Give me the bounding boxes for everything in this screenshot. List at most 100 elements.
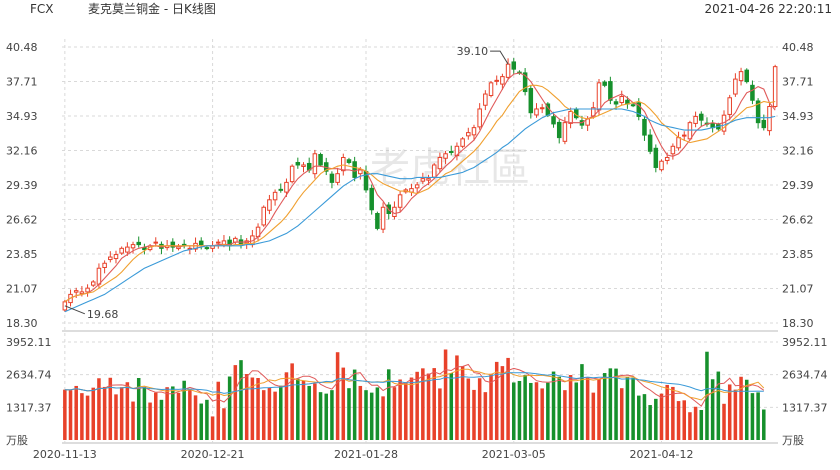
candle-body — [272, 191, 278, 201]
volume-bar — [443, 349, 448, 440]
timestamp: 2021-04-26 22:20:11 — [705, 2, 832, 16]
volume-bar — [364, 390, 368, 440]
volume-bar — [614, 368, 618, 440]
price-tick-right: 23.85 — [782, 248, 814, 261]
candle-body — [130, 244, 136, 249]
volume-tick-right: 1317.37 — [782, 401, 828, 414]
candle-body — [90, 281, 96, 286]
volume-ma-line — [64, 368, 765, 401]
volume-bar — [477, 378, 482, 440]
volume-bar — [517, 380, 522, 440]
volume-bar — [398, 379, 402, 440]
candle-body — [664, 156, 670, 161]
candle-body — [528, 88, 534, 114]
price-tick-left: 21.07 — [6, 283, 38, 296]
candle-body — [284, 181, 289, 193]
volume-bar — [324, 393, 328, 440]
volume-bar — [574, 382, 579, 440]
volume-bar — [557, 376, 561, 440]
volume-bar — [455, 355, 459, 440]
candle-body — [466, 132, 471, 137]
candle-body — [375, 212, 380, 229]
volume-bar — [171, 386, 175, 440]
volume-bar — [136, 378, 141, 440]
volume-bar — [256, 378, 260, 440]
volume-bar — [529, 382, 533, 440]
candle-body — [437, 156, 443, 170]
candle-body — [414, 184, 420, 189]
price-tick-right: 34.93 — [782, 110, 814, 123]
volume-bar — [631, 377, 635, 440]
volume-bar — [438, 388, 442, 440]
volume-bar — [415, 371, 419, 440]
volume-bar — [466, 378, 471, 440]
volume-bar — [500, 366, 505, 440]
volume-bar — [608, 368, 613, 440]
volume-bar — [449, 373, 454, 440]
volume-bar — [386, 369, 391, 440]
candle-body — [488, 82, 494, 97]
candle-body — [397, 194, 403, 208]
price-tick-left: 37.71 — [6, 75, 38, 88]
volume-bar — [523, 375, 527, 440]
volume-bar — [318, 392, 323, 440]
volume-bar — [733, 389, 738, 440]
candle-body — [460, 138, 465, 147]
candle-body — [744, 69, 750, 83]
price-tick-left: 29.39 — [6, 179, 38, 192]
ma-line-ma10 — [64, 84, 776, 303]
volume-bar — [648, 405, 652, 440]
candle-body — [676, 137, 681, 149]
volume-bar — [352, 369, 357, 440]
candle-body — [568, 110, 573, 124]
candle-body — [642, 118, 647, 136]
volume-bar — [102, 386, 107, 440]
price-tick-left: 26.62 — [6, 213, 38, 226]
candle-body — [125, 246, 130, 253]
candle-body — [483, 93, 488, 106]
volume-bar — [546, 382, 550, 440]
volume-bar — [273, 391, 277, 440]
volume-bar — [216, 381, 221, 440]
volume-bar — [97, 378, 101, 440]
date-tick: 2020-12-21 — [181, 448, 245, 461]
volume-bar — [534, 382, 539, 440]
volume-bar — [642, 394, 647, 440]
volume-bar — [296, 378, 300, 440]
candle-body — [522, 72, 528, 93]
volume-bar — [154, 392, 158, 440]
candle-body — [613, 101, 619, 105]
volume-bar — [341, 367, 346, 440]
volume-bar — [182, 380, 186, 440]
volume-bar — [426, 373, 431, 440]
volume-tick-left: 3952.11 — [6, 336, 52, 349]
volume-bar — [665, 384, 669, 440]
candle-body — [198, 240, 204, 246]
volume-bar — [119, 387, 124, 440]
candle-body — [341, 156, 346, 172]
candle-body — [204, 247, 210, 250]
candle-body — [153, 241, 159, 244]
volume-bar — [165, 387, 169, 440]
low-annotation: 19.68 — [87, 308, 119, 321]
volume-bar — [358, 385, 363, 440]
volume-bar — [676, 401, 681, 440]
date-tick: 2021-03-05 — [482, 448, 546, 461]
candle-body — [329, 173, 335, 183]
volume-bar — [744, 379, 749, 440]
volume-bar — [244, 374, 249, 440]
volume-ma-line — [64, 363, 765, 407]
candle-body — [420, 178, 426, 182]
candle-body — [358, 169, 363, 175]
volume-bars — [63, 349, 766, 440]
candle-body — [534, 108, 539, 116]
candle-body — [761, 119, 767, 129]
candle-body — [602, 81, 607, 86]
candle-body — [431, 164, 437, 178]
volume-bar — [188, 389, 192, 440]
volume-bar — [483, 392, 488, 440]
candle-body — [352, 161, 357, 178]
volume-bar — [159, 399, 164, 440]
volume-tick-right: 3952.11 — [782, 336, 828, 349]
candle-body — [647, 134, 653, 152]
